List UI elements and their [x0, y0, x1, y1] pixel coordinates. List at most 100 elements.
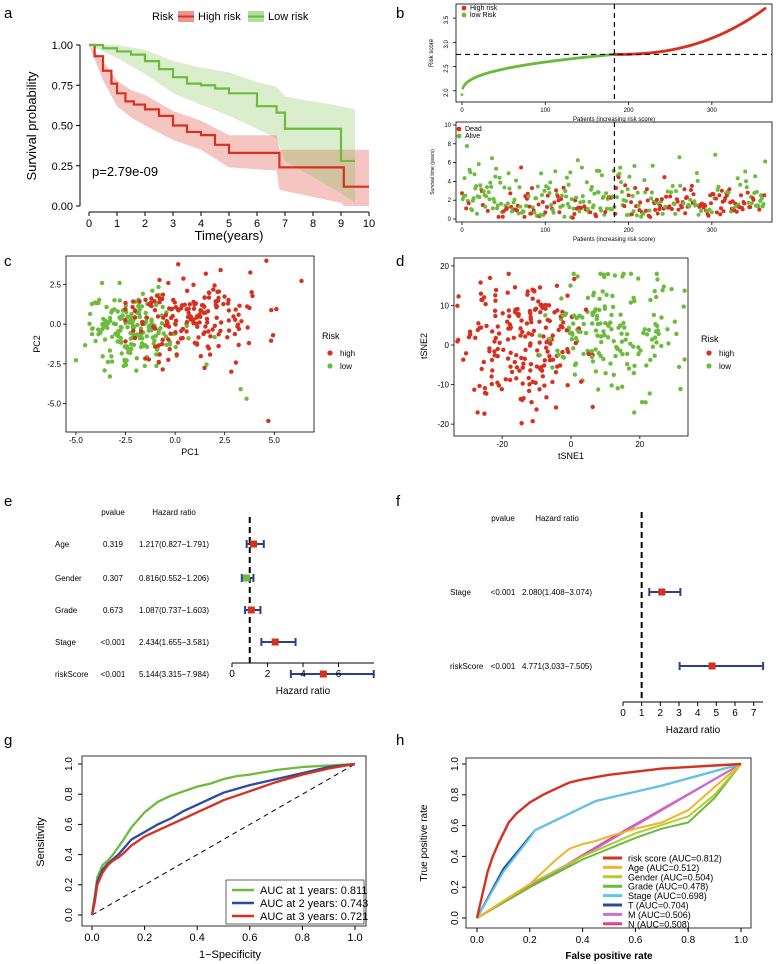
survtime-point [673, 211, 678, 216]
forest-multi-header-hr: Hazard ratio [535, 514, 579, 523]
tsne-point-low [570, 332, 575, 337]
pca-point-low [117, 298, 123, 303]
tsne-point-low [569, 337, 575, 342]
km-chart: 0 1 2 3 4 5 6 7 8 9 10 0.00 0.25 0.50 0.75 1.00 Time(yea… [24, 11, 375, 243]
survtime-point [514, 178, 519, 183]
tsne-point-low [650, 344, 656, 349]
tsne-point-high [514, 353, 519, 358]
pca-point-high [237, 303, 242, 308]
tsne-point-high [473, 335, 478, 340]
tsne-point-low [571, 271, 576, 276]
survtime-point [572, 212, 577, 216]
tsne-point-low [597, 307, 602, 313]
survtime-point [610, 194, 615, 199]
pca-point-high [187, 302, 192, 307]
survtime-point [502, 185, 507, 190]
tsne-point-high [543, 345, 549, 350]
survtime-point [653, 207, 658, 212]
tsne-point-high [478, 291, 484, 296]
tsne-point-high [505, 356, 511, 361]
pca-point-low [103, 318, 108, 323]
pca-point-high [232, 331, 238, 337]
survtime-point [559, 193, 564, 198]
tsne-point-high [500, 311, 505, 316]
pca-point-high [153, 344, 158, 349]
survtime-point [491, 197, 496, 201]
pca-point-high [202, 330, 207, 335]
survtime-point [575, 158, 580, 163]
tsne-point-high [533, 380, 538, 385]
pca-point-high [165, 320, 170, 326]
survtime-y-tick-label: 6 [448, 161, 452, 167]
tsne-point-high [561, 320, 566, 325]
tsne-point-high [545, 349, 550, 354]
pca-point-high [226, 328, 232, 333]
panel-label-g: g [4, 732, 12, 749]
forest-uni-x-label: Hazard ratio [276, 686, 331, 697]
tsne-point-low [618, 312, 623, 317]
forest-uni-header-hr: Hazard ratio [152, 508, 196, 517]
survtime-legend-dead: Dead [465, 126, 482, 133]
pca-y-tick-label: 0.0 [50, 320, 62, 329]
survtime-point [655, 211, 660, 216]
tsne-point-low [598, 321, 603, 326]
pca-point-low [105, 359, 111, 365]
tsne-point-low [547, 336, 553, 341]
pca-point-high [206, 329, 211, 334]
pca-point-low [125, 325, 130, 330]
forest-uni-row-hr: 0.816(0.552−1.206) [139, 574, 209, 583]
roc-factor-x-tick-label: 0.0 [470, 935, 484, 946]
pca-point-high [268, 338, 274, 343]
tsne-point-high [530, 296, 535, 301]
tsne-point-high [509, 369, 515, 375]
survtime-point [677, 155, 682, 160]
tsne-point-high [565, 383, 570, 388]
tsne-point-low [598, 271, 603, 276]
forest-uni-x-tick-label: 6 [336, 669, 342, 680]
tsne-point-low [653, 329, 659, 334]
survtime-point [486, 190, 491, 195]
pca-point-low [137, 307, 142, 312]
tsne-point-low [652, 353, 657, 358]
roc-time-y-tick-label: 0.4 [64, 847, 75, 861]
km-y-label: Survival probability [24, 71, 39, 181]
pca-point-low [167, 342, 172, 347]
survtime-point [564, 175, 569, 180]
survtime-point [591, 203, 596, 208]
pca-point-low [156, 330, 161, 336]
pca-point-high [186, 306, 191, 311]
pca-point-low [119, 351, 124, 356]
roc-time-curve-3 [90, 762, 356, 916]
survtime-legend-dot-dead [456, 126, 462, 132]
pca-point-low [119, 325, 124, 330]
survtime-point [625, 187, 630, 192]
survtime-point [691, 192, 696, 197]
survtime-point [744, 179, 748, 184]
survtime-point [694, 203, 698, 207]
survtime-point [742, 201, 747, 206]
pca-point-low [89, 331, 95, 337]
pca-point-high [198, 314, 203, 319]
roc-time-diagonal [91, 763, 356, 916]
survtime-point [714, 210, 719, 215]
pca-point-low [147, 323, 152, 329]
survtime-point [478, 183, 483, 188]
km-y-tick-label: 1.00 [52, 40, 73, 52]
tsne-point-high [526, 388, 532, 394]
tsne-point-high [531, 328, 537, 333]
tsne-point-high [508, 364, 513, 369]
tsne-point-low [631, 295, 636, 300]
pca-point-high [218, 267, 223, 273]
survtime-point [468, 170, 473, 175]
pca-point-low [134, 368, 139, 373]
pca-point-low [130, 325, 135, 330]
pca-point-high [191, 306, 197, 311]
survtime-x-tick-label: 0 [460, 228, 464, 234]
tsne-point-high [530, 419, 535, 424]
tsne-point-high [493, 293, 498, 298]
pca-point-high [191, 282, 196, 287]
roc-time-curve-1 [90, 762, 356, 916]
pca-point-high [198, 308, 203, 313]
tsne-point-high [492, 349, 497, 354]
tsne-point-high [526, 331, 531, 336]
